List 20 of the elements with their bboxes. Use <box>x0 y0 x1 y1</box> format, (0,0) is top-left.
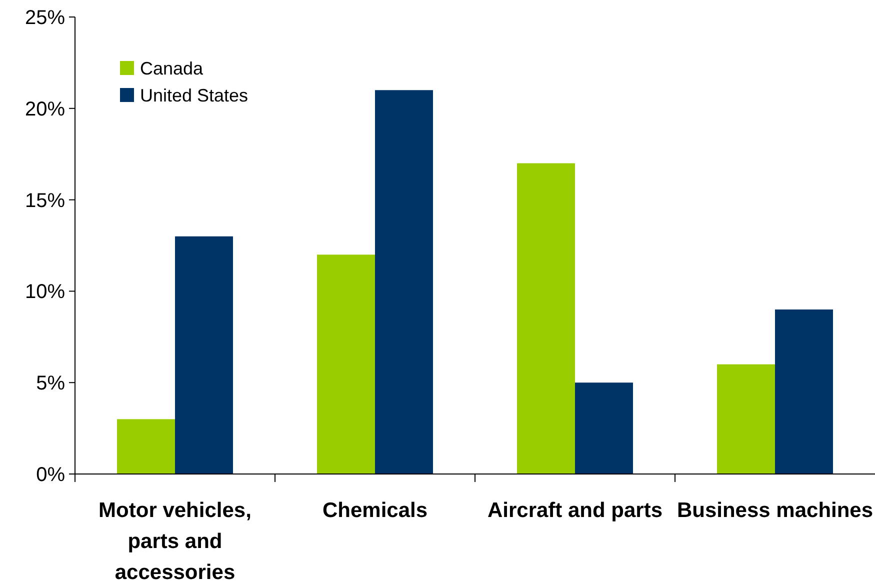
y-tick-label: 15% <box>24 190 66 212</box>
bar <box>575 382 633 474</box>
y-tick-label: 0% <box>36 464 66 486</box>
legend-label: Canada <box>140 58 204 78</box>
bar <box>317 254 375 474</box>
x-tick-label: Motor vehicles, parts and accessories <box>98 499 252 583</box>
x-tick-label: Chemicals <box>322 499 428 522</box>
legend-label: United States <box>140 85 248 106</box>
x-tick-label: Aircraft and parts <box>487 499 663 522</box>
bar <box>117 419 175 474</box>
x-tick-label: Business machines <box>676 499 874 522</box>
bar <box>375 90 433 474</box>
bar <box>175 236 233 474</box>
y-tick-label: 20% <box>24 98 66 120</box>
y-tick-label: 10% <box>24 281 66 304</box>
bar <box>775 309 833 474</box>
bar <box>717 364 775 474</box>
y-tick-label: 5% <box>36 372 66 395</box>
y-tick-label: 25% <box>24 7 66 29</box>
bar <box>517 163 575 474</box>
